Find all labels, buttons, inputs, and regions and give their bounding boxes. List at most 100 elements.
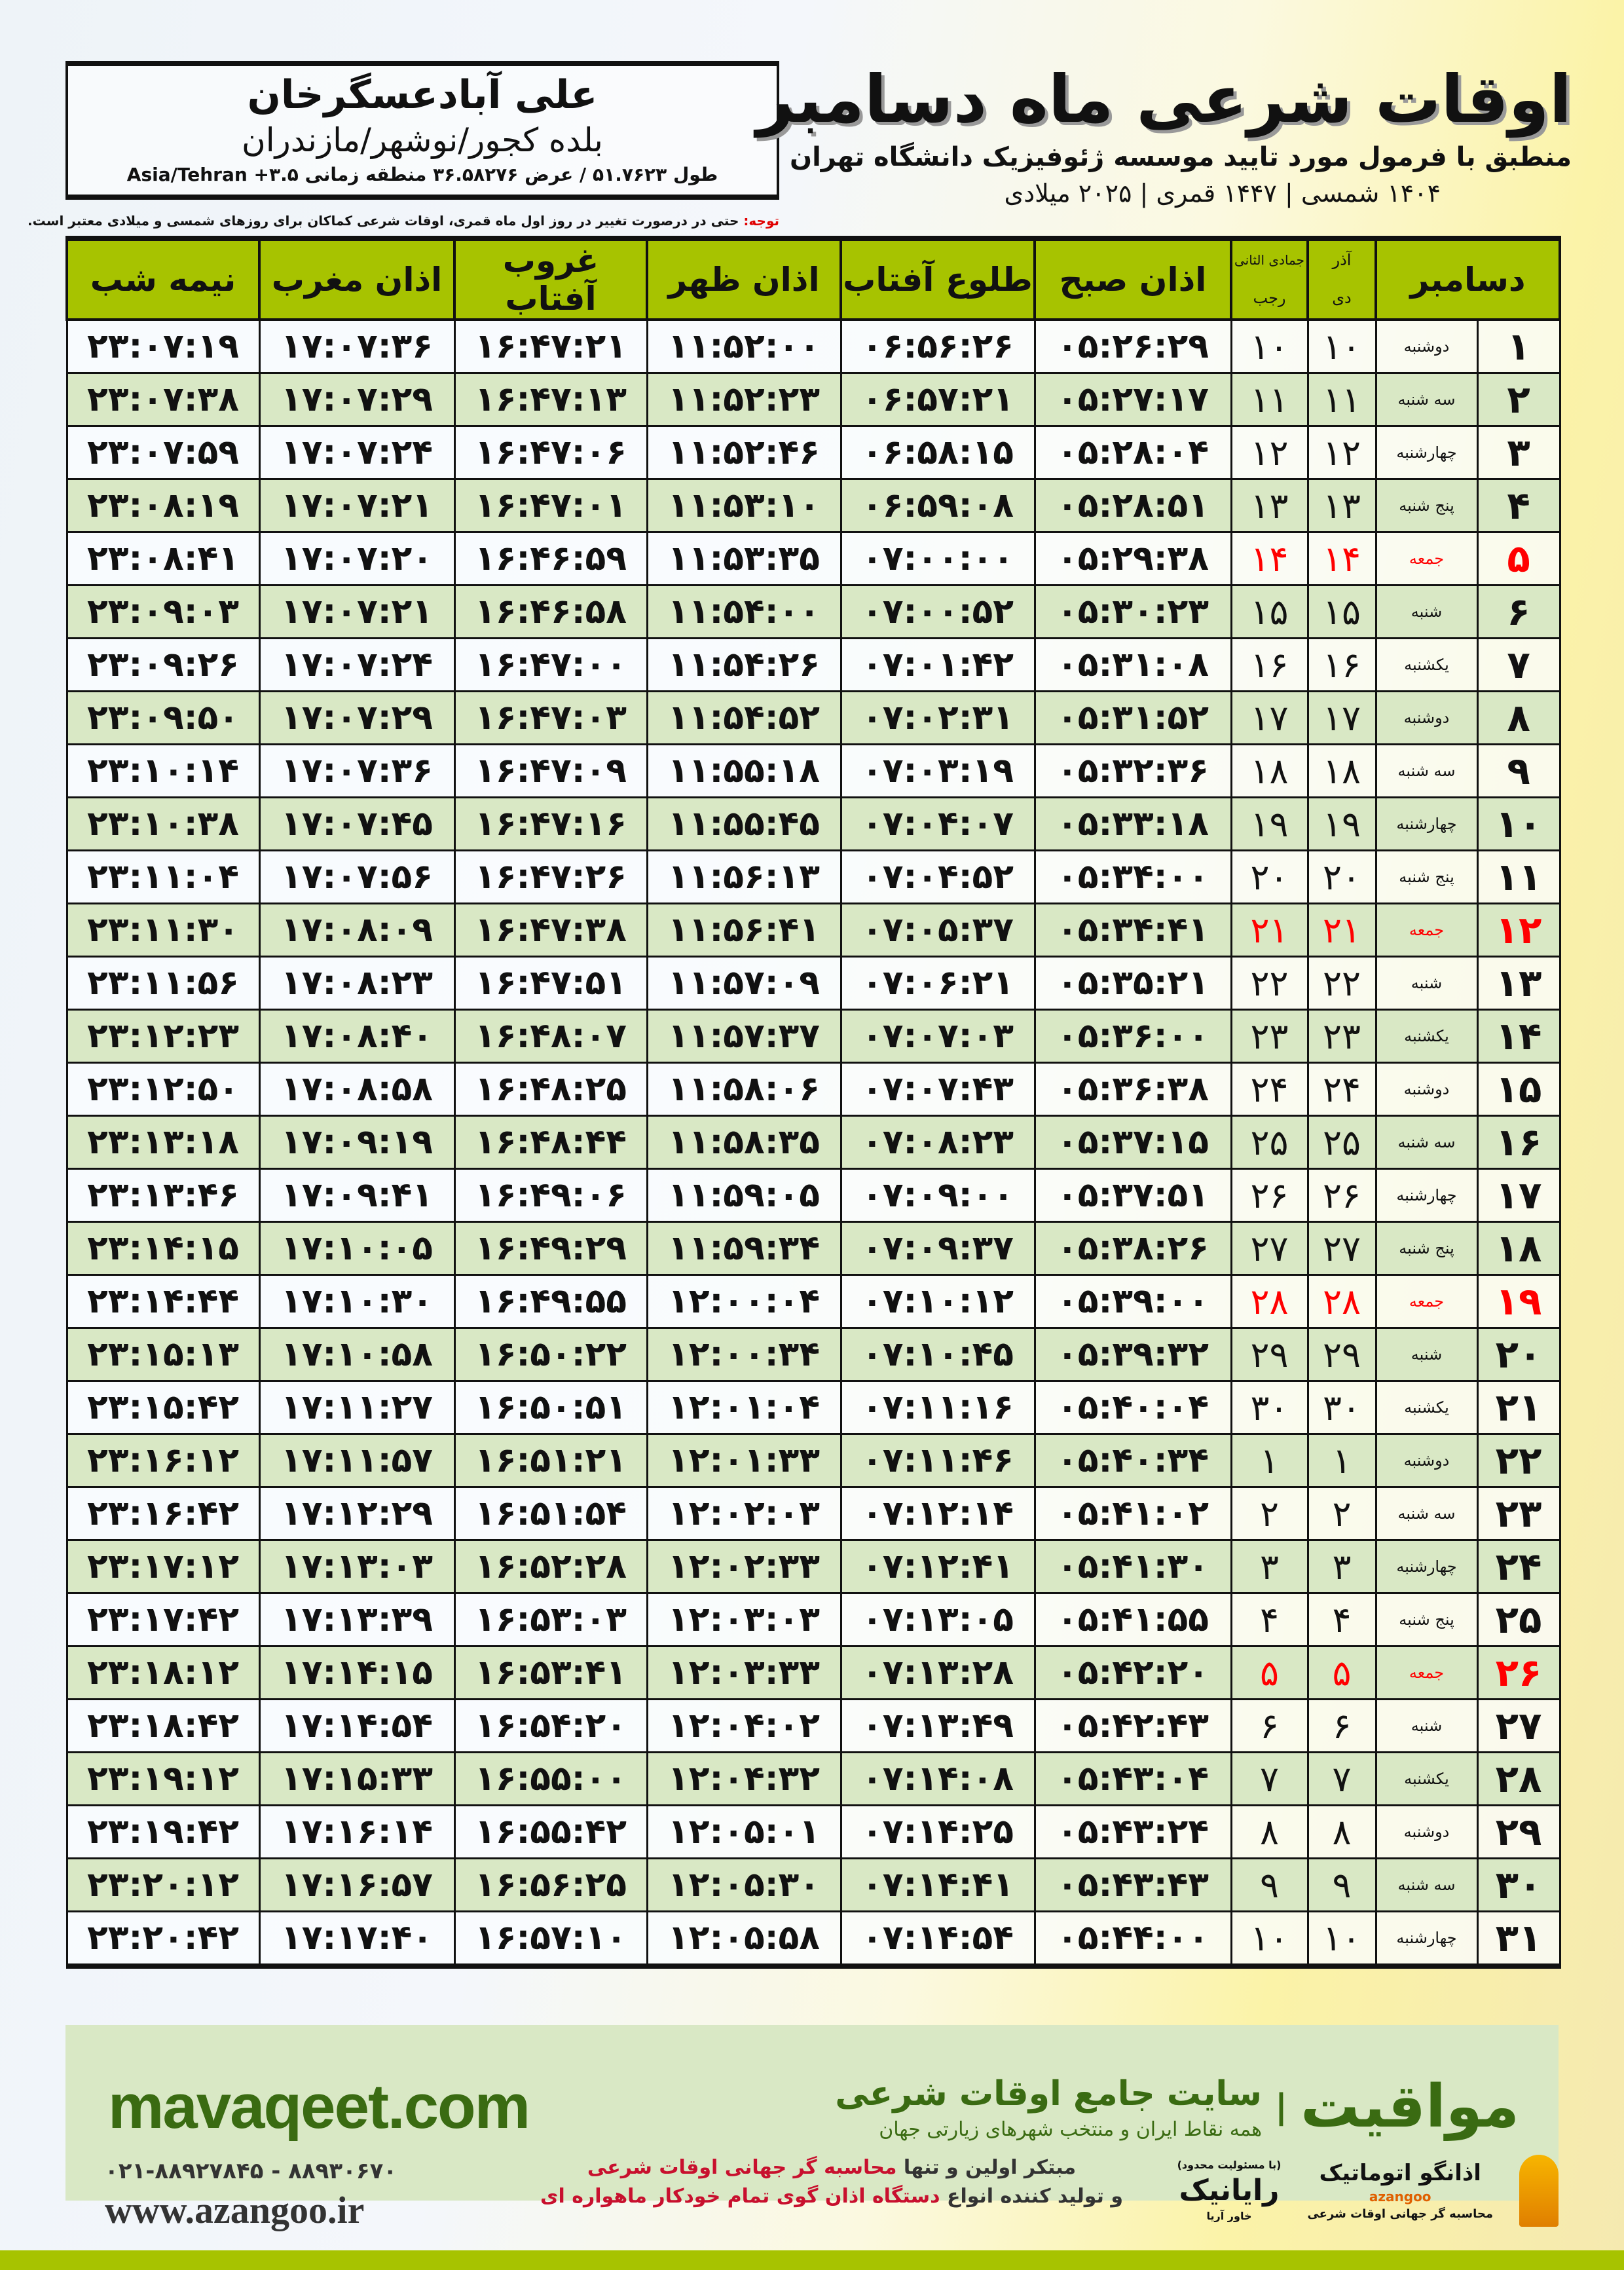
cell-hijri: ۲۶ [1230,1168,1309,1223]
cell-hijri: ۱۴ [1230,531,1309,586]
cell-sunrise: ۰۷:۰۷:۴۳ [840,1062,1036,1117]
cell-fajr: ۰۵:۳۷:۱۵ [1033,1115,1232,1170]
cell-midnight: ۲۳:۱۴:۱۵ [65,1221,261,1276]
table-row: ۱۷ چهارشنبه ۲۶ ۲۶ ۰۵:۳۷:۵۱ ۰۷:۰۹:۰۰ ۱۱:۵۹:۰۵ ۱۶… [65,1168,1561,1223]
cell-weekday: دوشنبه [1375,1804,1479,1859]
cell-hijri: ۱۵ [1230,584,1309,639]
cell-maghrib: ۱۷:۰۸:۴۰ [258,1009,456,1064]
cell-dhuhr: ۱۱:۵۳:۱۰ [646,478,842,533]
table-row: ۳۰ سه شنبه ۹ ۹ ۰۵:۴۳:۴۳ ۰۷:۱۴:۴۱ ۱۲:۰۵:۳۰ ۱۶:۵۶… [65,1857,1561,1912]
cell-midnight: ۲۳:۱۳:۱۸ [65,1115,261,1170]
cell-dhuhr: ۱۱:۵۹:۰۵ [646,1168,842,1223]
cell-hijri: ۷ [1230,1751,1309,1806]
cell-maghrib: ۱۷:۱۶:۱۴ [258,1804,456,1859]
cell-dhuhr: ۱۱:۵۸:۰۶ [646,1062,842,1117]
bottom-bar [0,2250,1624,2270]
table-row: ۲۳ سه شنبه ۲ ۲ ۰۵:۴۱:۰۲ ۰۷:۱۲:۱۴ ۱۲:۰۲:۰۳ ۱۶:۵۱… [65,1486,1561,1541]
cell-fajr: ۰۵:۳۴:۴۱ [1033,902,1232,958]
cell-weekday: چهارشنبه [1375,1539,1479,1594]
cell-hijri: ۱۶ [1230,637,1309,692]
cell-midnight: ۲۳:۱۷:۱۲ [65,1539,261,1594]
cell-weekday: پنج شنبه [1375,1592,1479,1647]
cell-shamsi: ۴ [1306,1592,1377,1647]
table-row: ۲۸ یکشنبه ۷ ۷ ۰۵:۴۳:۰۴ ۰۷:۱۴:۰۸ ۱۲:۰۴:۳۲ ۱۶:۵۵:… [65,1751,1561,1806]
azangoo-url[interactable]: www.azangoo.ir [105,2189,365,2231]
cell-weekday: سه شنبه [1375,1857,1479,1912]
table-row: ۳ چهارشنبه ۱۲ ۱۲ ۰۵:۲۸:۰۴ ۰۶:۵۸:۱۵ ۱۱:۵۲:۴۶ ۱۶:… [65,425,1561,480]
cell-sunset: ۱۶:۴۷:۵۱ [453,956,648,1011]
cell-midnight: ۲۳:۱۸:۴۲ [65,1698,261,1753]
table-row: ۵ جمعه ۱۴ ۱۴ ۰۵:۲۹:۳۸ ۰۷:۰۰:۰۰ ۱۱:۵۳:۳۵ ۱۶:۴۶:۵… [65,531,1561,586]
cell-day: ۳۱ [1476,1910,1561,1969]
cell-day: ۱۱ [1476,849,1561,904]
cell-sunset: ۱۶:۵۶:۲۵ [453,1857,648,1912]
cell-maghrib: ۱۷:۰۷:۴۵ [258,796,456,851]
cell-sunrise: ۰۷:۰۰:۰۰ [840,531,1036,586]
cell-sunrise: ۰۷:۰۰:۵۲ [840,584,1036,639]
cell-fajr: ۰۵:۴۲:۲۰ [1033,1645,1232,1700]
cell-sunset: ۱۶:۵۰:۲۲ [453,1327,648,1382]
cell-day: ۲ [1476,372,1561,427]
cell-day: ۲۷ [1476,1698,1561,1753]
cell-midnight: ۲۳:۱۹:۴۲ [65,1804,261,1859]
cell-weekday: جمعه [1375,531,1479,586]
cell-sunset: ۱۶:۴۷:۰۶ [453,425,648,480]
cell-weekday: سه شنبه [1375,1115,1479,1170]
cell-dhuhr: ۱۱:۵۹:۳۴ [646,1221,842,1276]
table-row: ۱۰ چهارشنبه ۱۹ ۱۹ ۰۵:۳۳:۱۸ ۰۷:۰۴:۰۷ ۱۱:۵۵:۴۵ ۱۶… [65,796,1561,851]
cell-sunset: ۱۶:۴۷:۰۱ [453,478,648,533]
cell-day: ۱۲ [1476,902,1561,958]
cell-hijri: ۱۰ [1230,318,1309,374]
cell-hijri: ۵ [1230,1645,1309,1700]
cell-hijri: ۱۱ [1230,372,1309,427]
cell-shamsi: ۱۴ [1306,531,1377,586]
coordinates: طول ۵۱.۷۶۲۳ / عرض ۳۶.۵۸۲۷۶ منطقه زمانی ۳… [126,164,718,185]
cell-shamsi: ۲۸ [1306,1274,1377,1329]
site-url[interactable]: mavaqeet.com [108,2072,530,2142]
cell-sunset: ۱۶:۴۸:۲۵ [453,1062,648,1117]
cell-fajr: ۰۵:۳۶:۳۸ [1033,1062,1232,1117]
slogan: مبتکر اولین و تنها محاسبه گر جهانی اوقات… [524,2153,1139,2211]
cell-shamsi: ۵ [1306,1645,1377,1700]
cell-midnight: ۲۳:۱۵:۴۲ [65,1380,261,1435]
cell-weekday: دوشنبه [1375,1433,1479,1488]
slogan-2a: و تولید کننده انواع [940,2185,1123,2208]
note: توجه: حتی در درصورت تغییر در روز اول ماه… [28,211,779,231]
cell-hijri: ۱ [1230,1433,1309,1488]
cell-sunset: ۱۶:۵۲:۲۸ [453,1539,648,1594]
cell-sunset: ۱۶:۴۷:۰۹ [453,743,648,798]
cell-sunset: ۱۶:۵۱:۲۱ [453,1433,648,1488]
cell-midnight: ۲۳:۰۸:۱۹ [65,478,261,533]
cell-fajr: ۰۵:۳۹:۳۲ [1033,1327,1232,1382]
cell-sunrise: ۰۷:۱۰:۱۲ [840,1274,1036,1329]
cell-maghrib: ۱۷:۰۷:۲۱ [258,478,456,533]
cell-midnight: ۲۳:۱۱:۳۰ [65,902,261,958]
cell-fajr: ۰۵:۳۶:۰۰ [1033,1009,1232,1064]
cell-hijri: ۲۸ [1230,1274,1309,1329]
cell-dhuhr: ۱۱:۵۷:۳۷ [646,1009,842,1064]
table-row: ۱۶ سه شنبه ۲۵ ۲۵ ۰۵:۳۷:۱۵ ۰۷:۰۸:۲۳ ۱۱:۵۸:۳۵ ۱۶:… [65,1115,1561,1170]
table-row: ۱۹ جمعه ۲۸ ۲۸ ۰۵:۳۹:۰۰ ۰۷:۱۰:۱۲ ۱۲:۰۰:۰۴ ۱۶:۴۹:… [65,1274,1561,1329]
header-dhuhr: اذان ظهر [646,236,842,321]
cell-hijri: ۶ [1230,1698,1309,1753]
location-info-box: علی آبادعسگرخان بلده کجور/نوشهر/مازندران… [65,61,779,200]
cell-sunrise: ۰۷:۰۴:۵۲ [840,849,1036,904]
cell-weekday: شنبه [1375,584,1479,639]
cell-sunrise: ۰۷:۰۲:۳۱ [840,690,1036,745]
cell-maghrib: ۱۷:۰۷:۲۴ [258,425,456,480]
cell-sunrise: ۰۶:۵۸:۱۵ [840,425,1036,480]
cell-sunset: ۱۶:۴۸:۰۷ [453,1009,648,1064]
cell-dhuhr: ۱۲:۰۰:۰۴ [646,1274,842,1329]
cell-day: ۲۲ [1476,1433,1561,1488]
cell-midnight: ۲۳:۱۳:۴۶ [65,1168,261,1223]
table-row: ۳۱ چهارشنبه ۱۰ ۱۰ ۰۵:۴۴:۰۰ ۰۷:۱۴:۵۴ ۱۲:۰۵:۵۸ ۱۶… [65,1910,1561,1969]
cell-weekday: یکشنبه [1375,1380,1479,1435]
slogan-1b: محاسبه گر جهانی اوقات شرعی [587,2156,897,2179]
cell-sunrise: ۰۷:۱۴:۵۴ [840,1910,1036,1969]
cell-shamsi: ۱۳ [1306,478,1377,533]
cell-fajr: ۰۵:۳۵:۲۱ [1033,956,1232,1011]
cell-dhuhr: ۱۲:۰۱:۳۳ [646,1433,842,1488]
cell-fajr: ۰۵:۴۱:۳۰ [1033,1539,1232,1594]
cell-midnight: ۲۳:۰۹:۰۳ [65,584,261,639]
rayanik-logo-name: رایانیک [1179,2174,1280,2207]
